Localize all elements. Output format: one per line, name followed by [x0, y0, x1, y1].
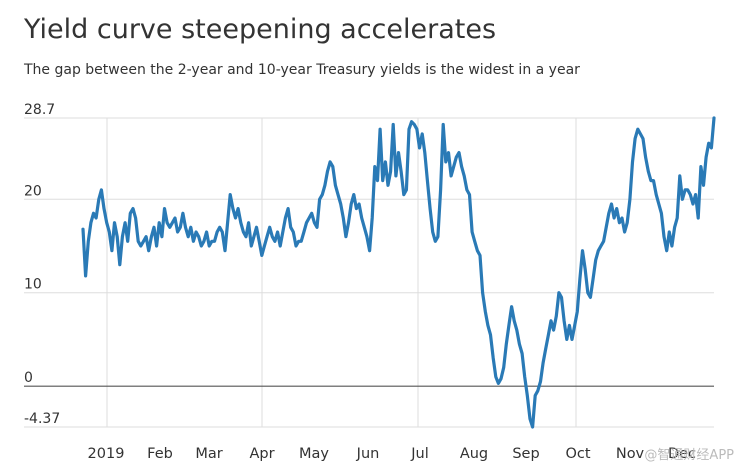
x-tick-label: Sep — [512, 446, 539, 462]
x-tick-label: Oct — [565, 446, 590, 462]
y-tick-label: 28.7 — [24, 102, 55, 118]
vertical-gridlines — [106, 118, 577, 427]
x-tick-label: Jul — [410, 446, 429, 462]
chart-title: Yield curve steepening accelerates — [24, 14, 497, 45]
y-tick-label: 10 — [24, 277, 42, 293]
series-line — [81, 116, 716, 429]
y-axis-tick-labels: 28.7 20 10 0 -4.37 — [24, 102, 60, 427]
chart-subtitle: The gap between the 2-year and 10-year T… — [24, 62, 580, 78]
y-tick-label: 0 — [24, 370, 33, 386]
x-tick-label: Dec — [668, 446, 696, 462]
x-tick-label: Aug — [460, 446, 488, 462]
x-tick-label: Jun — [356, 446, 380, 462]
series-layer — [81, 116, 716, 429]
x-tick-label: 2019 — [88, 446, 125, 462]
x-tick-label: Nov — [616, 446, 645, 462]
watermark-logo: @智通财经APP — [644, 448, 734, 463]
y-tick-label: 20 — [24, 183, 42, 199]
x-tick-label: May — [299, 446, 329, 462]
y-tick-label: -4.37 — [24, 411, 60, 427]
x-tick-label: Mar — [195, 446, 222, 462]
x-tick-label: Apr — [249, 446, 274, 462]
x-axis-tick-labels: 2019 Feb Mar Apr May Jun Jul Aug Sep Oct Nov Dec — [88, 446, 697, 462]
horizontal-gridlines — [24, 117, 714, 428]
x-tick-label: Feb — [147, 446, 173, 462]
